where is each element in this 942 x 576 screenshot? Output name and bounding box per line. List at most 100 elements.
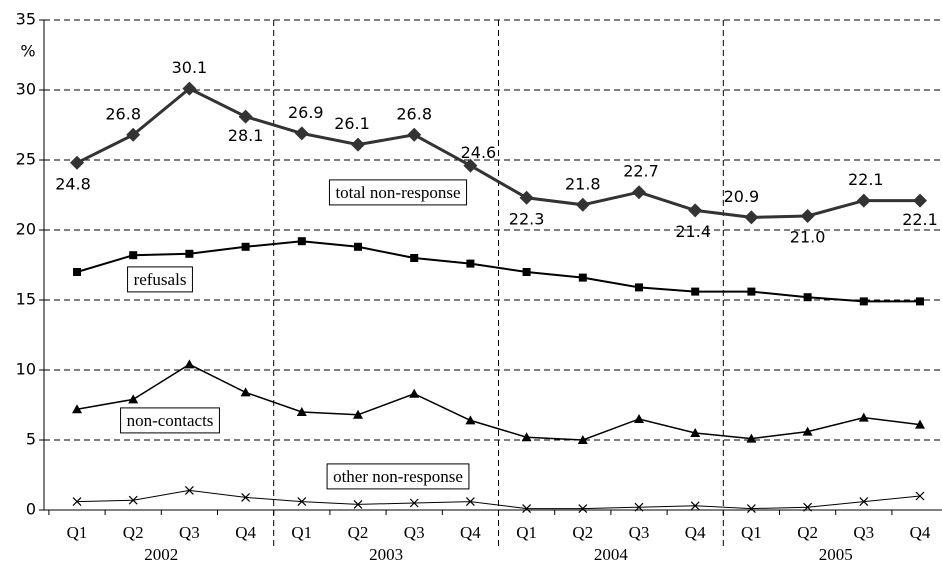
data-point <box>858 412 869 422</box>
data-point <box>238 109 253 124</box>
data-point <box>915 491 925 501</box>
y-tick-label: 30 <box>16 80 36 99</box>
data-point <box>859 497 869 507</box>
year-label: 2005 <box>819 545 853 564</box>
data-point <box>465 415 476 425</box>
data-label: 24.6 <box>461 143 497 162</box>
series-label: non-contacts <box>127 411 214 430</box>
year-label: 2003 <box>369 545 403 564</box>
data-label: 28.1 <box>228 126 264 145</box>
data-point <box>746 433 757 443</box>
data-point <box>126 127 141 142</box>
y-tick-label: 10 <box>16 360 36 379</box>
data-point <box>578 504 588 514</box>
series-line <box>76 363 921 441</box>
data-point <box>577 435 588 444</box>
data-point <box>294 126 309 141</box>
data-point <box>351 137 365 152</box>
series-label-box <box>120 407 220 434</box>
y-tick-label: 0 <box>26 500 36 519</box>
data-point <box>129 251 138 260</box>
data-point <box>744 210 759 225</box>
data-point <box>522 504 532 514</box>
x-tick-label: Q1 <box>291 523 312 542</box>
data-point <box>241 492 251 502</box>
data-label: 22.1 <box>848 170 884 189</box>
data-label: 26.8 <box>105 104 141 123</box>
series-line <box>76 489 921 510</box>
series-label-box <box>326 463 470 490</box>
x-tick-label: Q4 <box>685 523 706 542</box>
y-tick-label: 35 <box>16 10 36 29</box>
data-point <box>800 209 815 223</box>
data-point <box>409 498 419 508</box>
y-tick-label: 25 <box>16 150 36 169</box>
x-tick-label: Q1 <box>516 523 537 542</box>
data-point <box>463 158 478 173</box>
data-point <box>72 497 82 507</box>
data-point <box>916 297 924 306</box>
data-label: 22.3 <box>509 209 545 228</box>
series-label-box <box>328 179 468 206</box>
data-point <box>407 127 422 142</box>
y-tick-label: 20 <box>16 220 36 239</box>
data-point <box>128 495 138 505</box>
y-tick-label: 15 <box>16 290 36 309</box>
x-tick-label: Q2 <box>797 523 818 542</box>
data-label: 22.7 <box>623 162 659 181</box>
data-point <box>73 268 81 276</box>
data-point <box>297 237 306 246</box>
data-point <box>185 249 194 258</box>
data-point <box>519 190 534 205</box>
data-point <box>184 359 195 369</box>
data-point <box>635 283 643 292</box>
data-point <box>182 81 197 96</box>
data-point <box>688 203 703 218</box>
data-point <box>913 193 927 208</box>
series-line <box>76 86 920 219</box>
data-point <box>578 273 587 282</box>
data-label: 24.8 <box>55 174 91 193</box>
data-point <box>466 259 475 268</box>
data-point <box>802 426 813 436</box>
data-point <box>410 254 419 262</box>
data-point <box>632 185 646 200</box>
data-point <box>634 414 644 423</box>
data-point <box>70 155 84 170</box>
data-point <box>691 287 700 296</box>
x-tick-label: Q3 <box>853 523 874 542</box>
x-tick-label: Q4 <box>460 523 481 542</box>
data-point <box>353 409 363 419</box>
data-point <box>856 193 871 208</box>
series-line <box>76 240 920 303</box>
data-point <box>803 502 813 512</box>
y-tick-label: 5 <box>26 430 36 449</box>
x-tick-label: Q4 <box>910 523 931 542</box>
data-point <box>409 388 420 398</box>
data-point <box>746 504 756 514</box>
y-axis-label: % <box>20 42 35 61</box>
data-point <box>522 268 531 276</box>
data-point <box>353 499 363 509</box>
data-point <box>297 497 307 507</box>
data-label: 21.8 <box>565 174 601 193</box>
data-point <box>803 293 812 302</box>
series-label-box <box>127 266 193 293</box>
data-label: 21.0 <box>790 228 826 247</box>
data-point <box>184 485 194 495</box>
x-tick-label: Q1 <box>67 523 88 542</box>
series-label: total non-response <box>335 183 460 202</box>
x-tick-label: Q3 <box>404 523 425 542</box>
data-point <box>128 394 139 404</box>
data-point <box>690 428 701 437</box>
year-label: 2002 <box>144 545 178 564</box>
series-label: refusals <box>134 270 187 289</box>
data-point <box>465 497 475 507</box>
data-label: 20.9 <box>724 187 760 206</box>
x-tick-label: Q1 <box>741 523 762 542</box>
data-point <box>354 242 362 251</box>
data-point <box>859 297 868 306</box>
data-point <box>690 501 700 511</box>
x-tick-label: Q2 <box>572 523 593 542</box>
